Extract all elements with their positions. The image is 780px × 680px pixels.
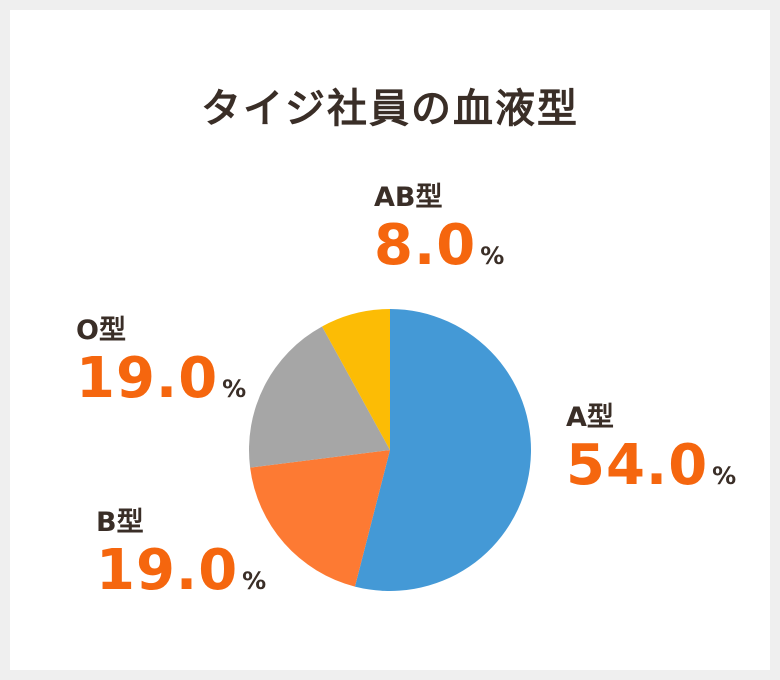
label-a-value: 54.0 (566, 433, 709, 498)
label-ab: AB型 8.0% (374, 182, 504, 291)
label-b-value: 19.0 (96, 538, 239, 603)
label-o-unit: % (222, 375, 247, 403)
label-a: A型 54.0% (566, 402, 736, 511)
label-b: B型 19.0% (96, 507, 266, 616)
chart-title: タイジ社員の血液型 (201, 86, 579, 132)
label-o-value: 19.0 (76, 346, 219, 411)
label-ab-name: AB型 (374, 182, 443, 213)
slice-ab (322, 309, 390, 450)
label-b-unit: % (242, 567, 267, 595)
label-b-name: B型 (96, 507, 144, 538)
label-a-name: A型 (566, 402, 614, 433)
slice-o (249, 326, 390, 468)
label-o: O型 19.0% (76, 315, 246, 424)
label-ab-value: 8.0 (374, 213, 477, 278)
label-o-name: O型 (76, 315, 126, 346)
slice-a (354, 309, 532, 591)
slice-b (250, 450, 390, 587)
pie-chart (249, 309, 532, 591)
label-a-unit: % (712, 462, 737, 490)
label-ab-unit: % (480, 242, 505, 270)
chart-card: タイジ社員の血液型 A型 54.0% B型 19.0% O型 19.0% AB型… (10, 10, 770, 670)
